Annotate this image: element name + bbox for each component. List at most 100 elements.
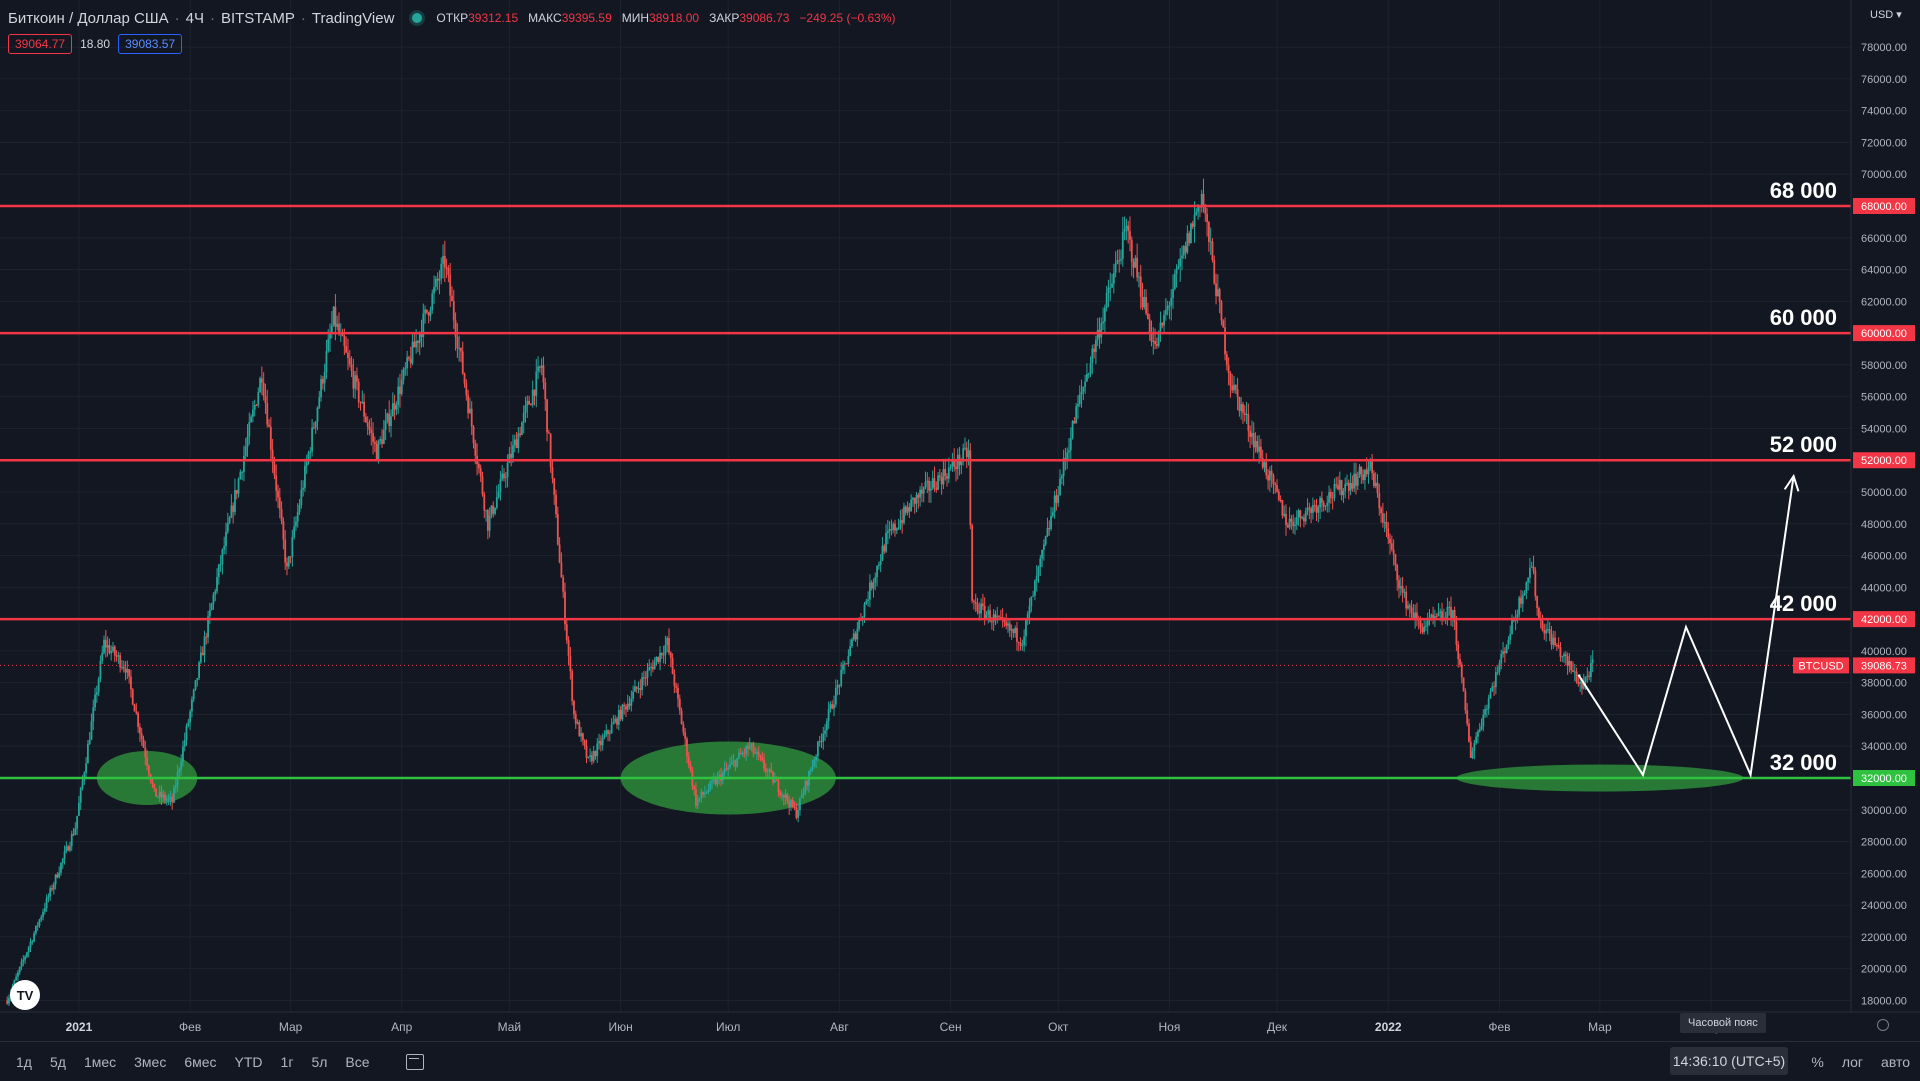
candle <box>171 793 174 810</box>
symbol-name[interactable]: Биткоин / Доллар США <box>8 9 169 27</box>
timeframe-7[interactable]: 5л <box>311 1053 328 1070</box>
percent-scale-button[interactable]: % <box>1811 1053 1824 1070</box>
candle <box>632 685 635 702</box>
candle <box>973 599 975 610</box>
candle <box>816 740 819 762</box>
candle <box>1193 201 1196 243</box>
candle <box>262 372 265 401</box>
candle <box>180 754 183 776</box>
level-price-text-4: 32000.00 <box>1861 773 1907 785</box>
candle <box>872 578 875 598</box>
candle <box>1034 579 1036 601</box>
candle <box>912 496 914 507</box>
candle <box>1161 322 1164 329</box>
candle <box>490 504 493 519</box>
candle <box>1005 613 1008 630</box>
candle <box>1362 469 1365 484</box>
candle <box>1320 491 1323 513</box>
candle <box>897 518 900 530</box>
price-axis[interactable]: 18000.00 20000.00 22000.00 24000.00 26000.00… <box>1861 42 1907 1007</box>
candle <box>106 636 109 657</box>
candle <box>856 621 859 647</box>
calendar-icon[interactable] <box>405 1053 424 1070</box>
y-tick-label-9: 36000.00 <box>1861 709 1907 721</box>
candle <box>885 524 887 554</box>
timeframe-3[interactable]: 3мес <box>134 1053 167 1070</box>
timeframe-6[interactable]: 1г <box>280 1053 294 1070</box>
candle <box>969 443 972 530</box>
candle <box>1080 379 1083 408</box>
timeframe-8[interactable]: Все <box>345 1053 370 1070</box>
auto-scale-button[interactable]: авто <box>1881 1053 1910 1070</box>
price-chart[interactable]: 68 000 68000.00 60 000 60000.00 52 000 52000.… <box>0 0 1920 1041</box>
candle <box>76 815 79 836</box>
candle <box>1500 649 1503 670</box>
candle <box>282 517 285 550</box>
candle <box>391 392 394 417</box>
candle <box>147 764 150 780</box>
candle <box>1591 650 1594 673</box>
candle <box>259 376 261 393</box>
candle <box>1141 282 1144 311</box>
sell-price-button[interactable]: 39064.77 <box>8 34 73 54</box>
candle <box>634 679 636 692</box>
tradingview-logo-icon[interactable]: TV <box>10 980 40 1010</box>
timeframe-4[interactable]: 6мес <box>184 1053 217 1070</box>
candle <box>311 419 313 457</box>
candle <box>418 331 421 356</box>
candle <box>1260 438 1262 462</box>
candle <box>488 507 491 538</box>
candle <box>1473 740 1476 760</box>
timeframe-2[interactable]: 1мес <box>83 1053 117 1070</box>
interval-label[interactable]: 4Ч <box>185 9 204 27</box>
candle <box>1138 271 1140 288</box>
candle <box>1177 259 1180 270</box>
candle <box>759 754 762 762</box>
log-scale-button[interactable]: лог <box>1841 1053 1864 1070</box>
level-price-text-2: 52000.00 <box>1861 455 1907 467</box>
candle <box>266 389 269 428</box>
market-status-icon[interactable] <box>412 13 423 23</box>
candle <box>304 458 306 492</box>
candle <box>323 363 326 392</box>
candle <box>429 306 432 322</box>
timeframe-1[interactable]: 5д <box>49 1053 66 1070</box>
candle <box>1412 603 1415 620</box>
candle <box>1270 465 1273 488</box>
buy-price-button[interactable]: 39083.57 <box>118 34 183 54</box>
candle <box>750 742 753 752</box>
candle <box>657 656 660 664</box>
y-tick-label-10: 38000.00 <box>1861 678 1907 690</box>
timeframe-5[interactable]: YTD <box>234 1053 263 1070</box>
candle <box>1356 471 1359 491</box>
candle <box>436 272 439 290</box>
candle <box>1111 273 1113 288</box>
candle <box>820 733 823 749</box>
candle <box>1051 507 1054 518</box>
candle <box>1166 300 1169 316</box>
x-tick-label-1: Фев <box>179 1020 201 1034</box>
currency-selector[interactable]: USD ▾ <box>1870 9 1902 21</box>
candle <box>599 735 602 752</box>
candle <box>1148 313 1151 341</box>
candle <box>655 656 658 666</box>
candle <box>1367 459 1370 484</box>
candle <box>583 739 586 750</box>
candle <box>366 416 369 436</box>
candle <box>1288 507 1291 530</box>
timeframe-0[interactable]: 1д <box>16 1053 32 1070</box>
price-levels[interactable]: 68 000 68000.00 60 000 60000.00 52 000 52000.… <box>0 178 1915 786</box>
candle <box>1182 244 1185 259</box>
candle <box>519 426 522 438</box>
candle <box>1347 479 1350 500</box>
candle <box>1577 676 1580 687</box>
candle <box>417 340 419 353</box>
candle <box>1073 417 1076 424</box>
candle <box>1062 449 1065 486</box>
clock-timezone-button[interactable]: 14:36:10 (UTC+5) <box>1670 1047 1788 1075</box>
candle <box>594 750 597 760</box>
candle <box>1234 384 1237 394</box>
candle <box>139 723 141 742</box>
gear-icon[interactable] <box>1877 1019 1889 1031</box>
candle <box>623 702 626 715</box>
